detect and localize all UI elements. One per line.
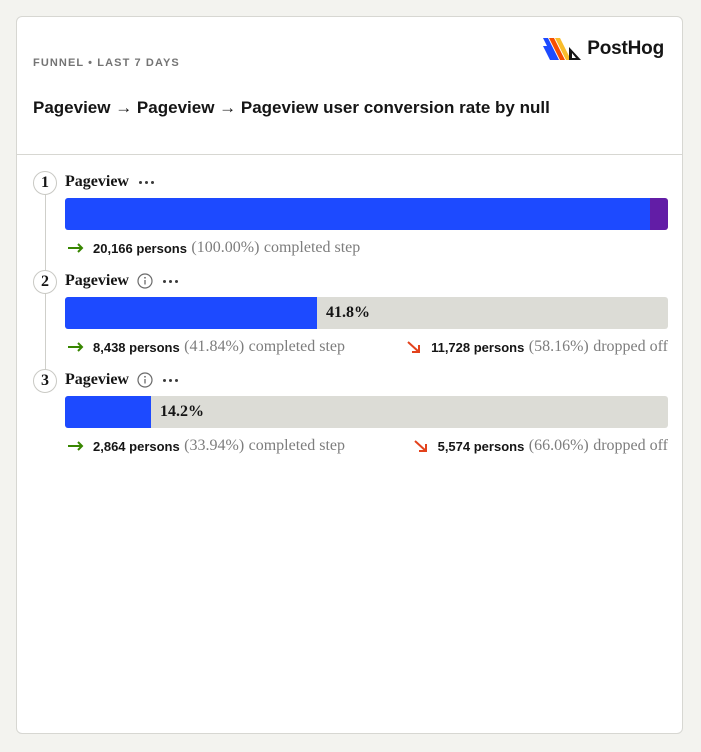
step-number: 2 (33, 270, 57, 294)
insight-title: Pageview → Pageview → Pageview user conv… (33, 98, 550, 117)
dropped-stat[interactable]: 11,728 persons (58.16%) dropped off (403, 338, 668, 356)
completed-count: 20,166 persons (93, 240, 187, 256)
info-icon[interactable] (137, 273, 153, 289)
dropped-percent: (58.16%) (528, 338, 589, 355)
dropped-stat[interactable]: 5,574 persons (66.06%) dropped off (410, 437, 668, 455)
completed-percent: (41.84%) (184, 338, 245, 355)
funnel-bar[interactable]: 14.2% (65, 396, 668, 428)
completed-text: completed step (248, 437, 346, 454)
step-header: Pageview (65, 173, 156, 191)
arrow-down-right-icon (403, 340, 425, 354)
arrow-right-icon (65, 439, 87, 453)
funnel-bar[interactable] (65, 198, 668, 230)
step-header: Pageview (65, 371, 180, 389)
insight-card: FUNNEL • LAST 7 DAYS PostHog Pageview → … (16, 16, 683, 734)
completed-count: 2,864 persons (93, 438, 180, 454)
step-stats: 8,438 persons (41.84%) completed step 11,… (65, 336, 668, 358)
step-stats: 20,166 persons (100.00%) completed step (65, 237, 668, 259)
arrow-right-icon (65, 241, 87, 255)
step-name: Pageview (65, 173, 129, 190)
more-options-icon[interactable] (161, 372, 180, 388)
funnel-bar[interactable]: 41.8% (65, 297, 668, 329)
step-header: Pageview (65, 272, 180, 290)
completed-percent: (100.00%) (191, 239, 260, 256)
step-number: 1 (33, 171, 57, 195)
arrow-down-right-icon (410, 439, 432, 453)
completed-stat[interactable]: 20,166 persons (100.00%) completed step (65, 239, 360, 257)
completed-stat[interactable]: 8,438 persons (41.84%) completed step (65, 338, 345, 356)
completed-percent: (33.94%) (184, 437, 245, 454)
funnel-bar-fill (65, 396, 151, 428)
funnel-step: 3 Pageview 14.2% 2,864 persons (33.94%) com… (17, 369, 682, 459)
dropped-text: dropped off (593, 338, 668, 355)
step-name: Pageview (65, 272, 129, 289)
step-stats: 2,864 persons (33.94%) completed step 5,5… (65, 435, 668, 457)
funnel-step: 2 Pageview 41.8% 8,438 persons (41.84%) com… (17, 270, 682, 360)
funnel-bar-fill (65, 297, 317, 329)
header-divider (17, 154, 682, 155)
posthog-hedgehog-icon (543, 38, 582, 60)
insight-subtitle: FUNNEL • LAST 7 DAYS (33, 57, 180, 69)
step-name: Pageview (65, 371, 129, 388)
completed-text: completed step (248, 338, 346, 355)
funnel-bar-label: 41.8% (326, 304, 370, 321)
step-number: 3 (33, 369, 57, 393)
dropped-count: 11,728 persons (431, 339, 525, 355)
dropped-percent: (66.06%) (528, 437, 589, 454)
funnel-bar-label: 14.2% (160, 403, 204, 420)
dropped-text: dropped off (593, 437, 668, 454)
info-icon[interactable] (137, 372, 153, 388)
funnel-bar-breakdown-segment (650, 198, 668, 230)
funnel-bar-fill (65, 198, 650, 230)
logo-text: PostHog (587, 38, 664, 59)
more-options-icon[interactable] (161, 273, 180, 289)
completed-count: 8,438 persons (93, 339, 180, 355)
dropped-count: 5,574 persons (437, 438, 525, 454)
posthog-logo: PostHog (543, 38, 664, 60)
completed-text: completed step (263, 239, 361, 256)
completed-stat[interactable]: 2,864 persons (33.94%) completed step (65, 437, 345, 455)
more-options-icon[interactable] (137, 174, 156, 190)
funnel-step: 1 Pageview 20,166 persons (100.00%) comple… (17, 171, 682, 261)
arrow-right-icon (65, 340, 87, 354)
